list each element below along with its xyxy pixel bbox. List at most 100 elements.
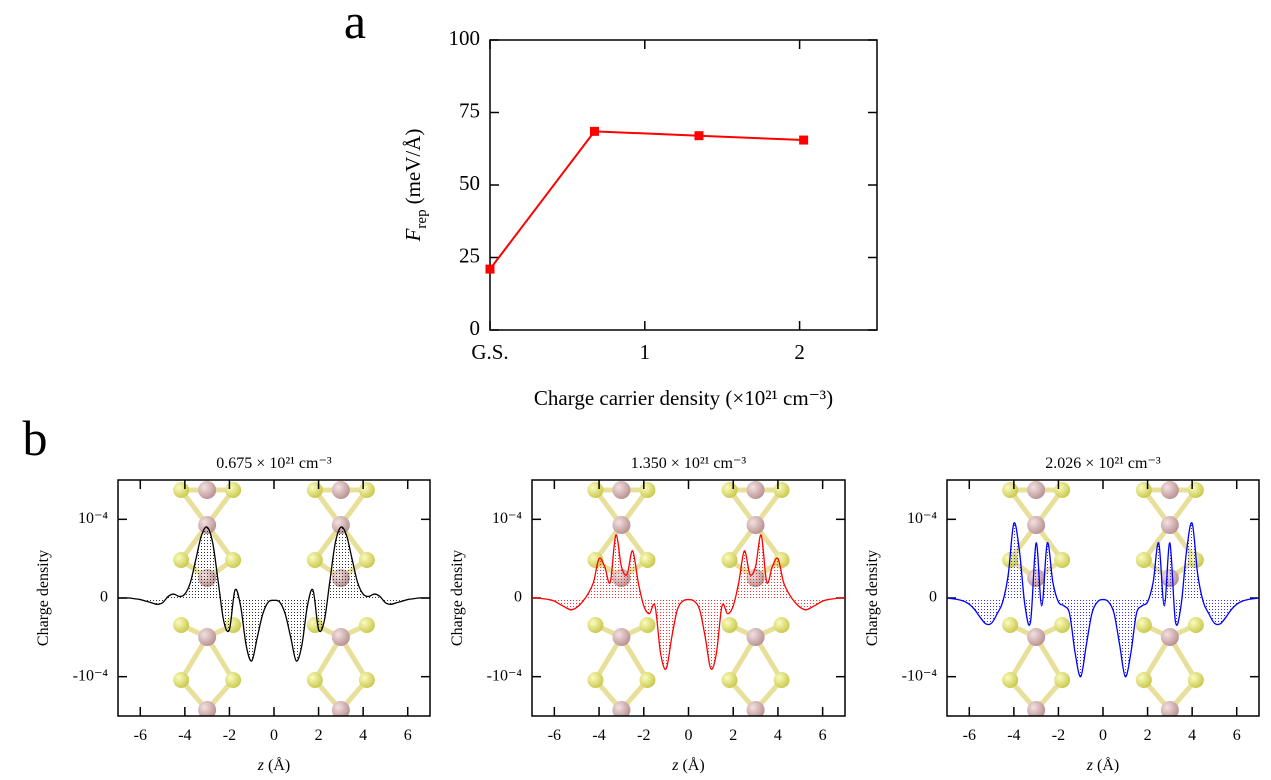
x-tick-label: 1 xyxy=(640,340,651,364)
s-atom xyxy=(773,617,790,633)
s-atom xyxy=(306,552,323,568)
y-tick-label: 0 xyxy=(929,589,937,606)
s-atom xyxy=(358,552,375,568)
y-tick-label: 50 xyxy=(459,171,480,195)
s-atom xyxy=(306,482,323,498)
mo-atom xyxy=(331,516,350,534)
panel-title: 2.026 × 10²¹ cm⁻³ xyxy=(1045,455,1161,472)
data-area xyxy=(118,526,430,662)
y-tick-label: 100 xyxy=(449,26,481,50)
mo-atom xyxy=(612,701,631,716)
x-tick-label: -6 xyxy=(963,727,976,744)
mo-atom xyxy=(1160,701,1179,716)
s-atom xyxy=(721,552,738,568)
y-tick-label: 25 xyxy=(459,243,480,267)
s-atom xyxy=(173,617,190,633)
y-axis-label: Frep (meV/Å) xyxy=(401,129,430,243)
data-line xyxy=(532,534,845,670)
mo-atom xyxy=(331,628,350,646)
y-label-symbol: F xyxy=(401,228,425,242)
x-tick-label: G.S. xyxy=(471,340,508,364)
mo-atom xyxy=(331,481,350,499)
s-atom xyxy=(1002,482,1019,498)
mo-atom xyxy=(1027,516,1046,534)
y-tick-label: 10⁻⁴ xyxy=(492,510,522,527)
mo-atom xyxy=(198,701,217,716)
y-tick-label: -10⁻⁴ xyxy=(487,667,523,684)
panel-title: 1.350 × 10²¹ cm⁻³ xyxy=(631,455,747,472)
s-atom xyxy=(1135,552,1152,568)
y-tick-label: 0 xyxy=(100,589,108,606)
x-tick-label: -4 xyxy=(178,727,191,744)
data-line xyxy=(489,130,804,270)
s-atom xyxy=(173,672,190,688)
y-axis-label: Charge density xyxy=(864,550,881,646)
s-atom xyxy=(1187,672,1204,688)
x-tick-label: -6 xyxy=(548,727,561,744)
panel-label: a xyxy=(344,0,366,49)
y-label-subscript: rep xyxy=(414,209,430,228)
s-atom xyxy=(721,617,738,633)
data-line xyxy=(118,526,430,662)
curve xyxy=(532,534,845,670)
plot-frame xyxy=(489,39,878,331)
y-tick-label: -10⁻⁴ xyxy=(73,667,109,684)
x-tick-label: -6 xyxy=(134,727,147,744)
mo-atom xyxy=(612,516,631,534)
y-tick-label: 75 xyxy=(459,98,480,122)
s-atom xyxy=(587,617,604,633)
s-atom xyxy=(1002,617,1019,633)
chart: -10⁻⁴ 0 10⁻⁴ -6 -4 -2 0 2 4 6 1.350 × 10²¹ cm⁻³ Cha… xyxy=(449,455,846,774)
x-tick-label: 6 xyxy=(819,727,827,744)
x-tick-label: -4 xyxy=(1007,727,1020,744)
s-atom xyxy=(225,482,242,498)
s-atom xyxy=(721,482,738,498)
x-label-symbol: z xyxy=(257,757,265,774)
s-atom xyxy=(1002,672,1019,688)
s-atom xyxy=(639,617,656,633)
x-axis-label: z (Å) xyxy=(1086,756,1119,774)
curve xyxy=(947,522,1259,678)
s-atom xyxy=(1187,482,1204,498)
s-atom xyxy=(773,672,790,688)
chart: -10⁻⁴ 0 10⁻⁴ -6 -4 -2 0 2 4 6 b 0.675 × 10²¹ cm⁻³ Ch… xyxy=(23,410,431,774)
mo-atom xyxy=(746,481,765,499)
s-atom xyxy=(587,482,604,498)
mo-atom xyxy=(612,481,631,499)
mo-atom xyxy=(746,628,765,646)
x-tick-label: 2 xyxy=(1144,727,1152,744)
x-tick-label: 0 xyxy=(1099,727,1107,744)
mo-atom xyxy=(1027,481,1046,499)
x-label-unit: (Å) xyxy=(683,756,705,774)
s-atom xyxy=(1054,672,1071,688)
x-label-symbol: z xyxy=(1086,757,1094,774)
y-tick-label: -10⁻⁴ xyxy=(902,667,938,684)
mo-atom xyxy=(746,701,765,716)
structure xyxy=(173,481,375,716)
x-label-unit: (Å) xyxy=(1097,756,1119,774)
s-atom xyxy=(639,482,656,498)
s-atom xyxy=(1135,482,1152,498)
s-atom xyxy=(358,617,375,633)
x-axis-label: Charge carrier density (×10²¹ cm⁻³) xyxy=(534,386,833,410)
mo-atom xyxy=(198,628,217,646)
x-tick-label: 6 xyxy=(1233,727,1241,744)
panel-label: b xyxy=(23,410,48,466)
s-atom xyxy=(225,552,242,568)
s-atom xyxy=(1135,617,1152,633)
s-atom xyxy=(1187,617,1204,633)
s-atom xyxy=(1054,552,1071,568)
x-label-unit: (Å) xyxy=(268,756,290,774)
chart: -10⁻⁴ 0 10⁻⁴ -6 -4 -2 0 2 4 6 2.026 × 10²¹ cm⁻³ Cha… xyxy=(864,455,1260,774)
x-tick-label: 2 xyxy=(315,727,323,744)
panel-title: 0.675 × 10²¹ cm⁻³ xyxy=(216,455,332,472)
mo-atom xyxy=(612,628,631,646)
y-tick-label: 10⁻⁴ xyxy=(907,510,937,527)
mo-atom xyxy=(1027,701,1046,716)
x-tick-label: 4 xyxy=(1188,727,1196,744)
y-tick-label: 0 xyxy=(514,589,522,606)
y-tick-label: 10⁻⁴ xyxy=(78,510,108,527)
x-axis-label: z (Å) xyxy=(257,756,290,774)
structure xyxy=(587,481,790,716)
data-marker xyxy=(589,126,599,136)
